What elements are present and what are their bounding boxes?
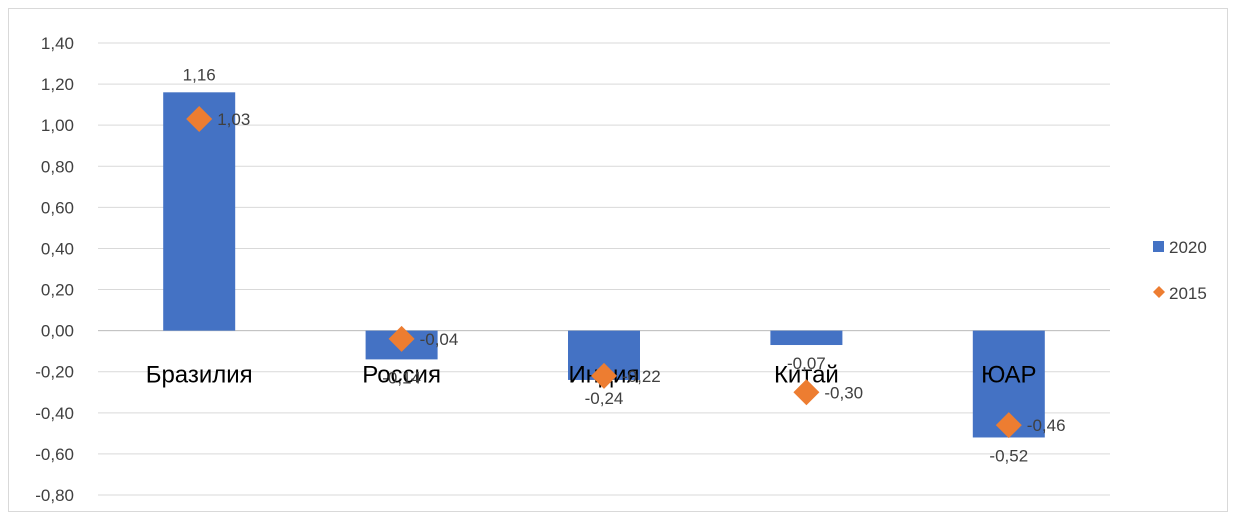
marker-value-label: -0,30 bbox=[824, 383, 863, 402]
y-tick-label: -0,40 bbox=[35, 404, 74, 423]
legend-label-2015: 2015 bbox=[1169, 284, 1207, 303]
legend-swatch-2015 bbox=[1153, 286, 1165, 298]
bar bbox=[163, 92, 236, 331]
y-tick-label: 0,20 bbox=[41, 281, 74, 300]
y-tick-label: 1,40 bbox=[41, 34, 74, 53]
chart-frame bbox=[8, 8, 1228, 512]
y-tick-label: 1,00 bbox=[41, 116, 74, 135]
category-label: Россия bbox=[362, 362, 441, 389]
marker-diamond bbox=[186, 106, 213, 133]
marker-value-label: -0,04 bbox=[420, 330, 459, 349]
y-tick-label: -0,20 bbox=[35, 363, 74, 382]
bar-value-label: -0,14 bbox=[382, 368, 421, 387]
bar bbox=[770, 330, 843, 346]
marker-value-label: -0,22 bbox=[622, 367, 661, 386]
bar-value-label: 1,16 bbox=[183, 65, 216, 84]
legend-swatch-2020 bbox=[1153, 241, 1164, 252]
category-label: Бразилия bbox=[146, 362, 253, 389]
marker-diamond bbox=[793, 379, 820, 406]
bar-value-label: -0,24 bbox=[585, 389, 624, 408]
marker-value-label: -0,46 bbox=[1027, 416, 1066, 435]
category-label: ЮАР bbox=[981, 362, 1036, 389]
marker-diamond bbox=[591, 362, 617, 389]
marker-diamond bbox=[388, 325, 415, 352]
y-tick-label: -0,80 bbox=[35, 486, 74, 505]
bar-value-label: -0,07 bbox=[787, 354, 826, 373]
y-tick-label: 1,20 bbox=[41, 75, 74, 94]
legend-label-2020: 2020 bbox=[1169, 238, 1207, 257]
marker-diamond bbox=[995, 412, 1022, 439]
y-tick-label: 0,00 bbox=[41, 322, 74, 341]
y-tick-label: 0,60 bbox=[41, 198, 74, 217]
bar-value-label: -0,52 bbox=[989, 446, 1028, 465]
y-tick-label: 0,80 bbox=[41, 157, 74, 176]
y-tick-label: -0,60 bbox=[35, 445, 74, 464]
y-tick-label: 0,40 bbox=[41, 239, 74, 258]
marker-value-label: 1,03 bbox=[217, 110, 250, 129]
